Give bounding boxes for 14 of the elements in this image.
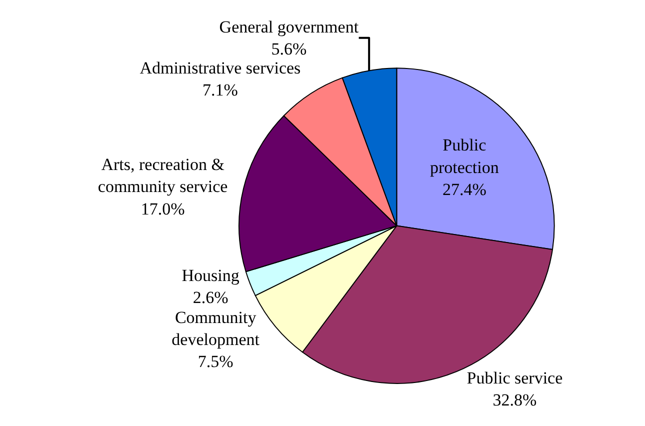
slice-label: Arts, recreation & community service bbox=[98, 155, 228, 196]
data-label: 27.4% bbox=[442, 180, 486, 199]
slice-label: Public service bbox=[466, 368, 563, 388]
slice-label: Public protection bbox=[430, 136, 500, 177]
data-label: 7.5% bbox=[198, 352, 234, 372]
data-label: 5.6% bbox=[271, 39, 307, 58]
data-label: 7.1% bbox=[202, 80, 238, 100]
data-label: 17.0% bbox=[140, 199, 185, 218]
slice-label: Housing bbox=[182, 266, 240, 286]
data-label: 32.8% bbox=[492, 390, 537, 410]
slice-label: Community development bbox=[172, 308, 260, 350]
slice-label: General government bbox=[219, 17, 359, 36]
data-label: 2.6% bbox=[192, 288, 228, 308]
slice-label: Administrative services bbox=[140, 58, 301, 78]
